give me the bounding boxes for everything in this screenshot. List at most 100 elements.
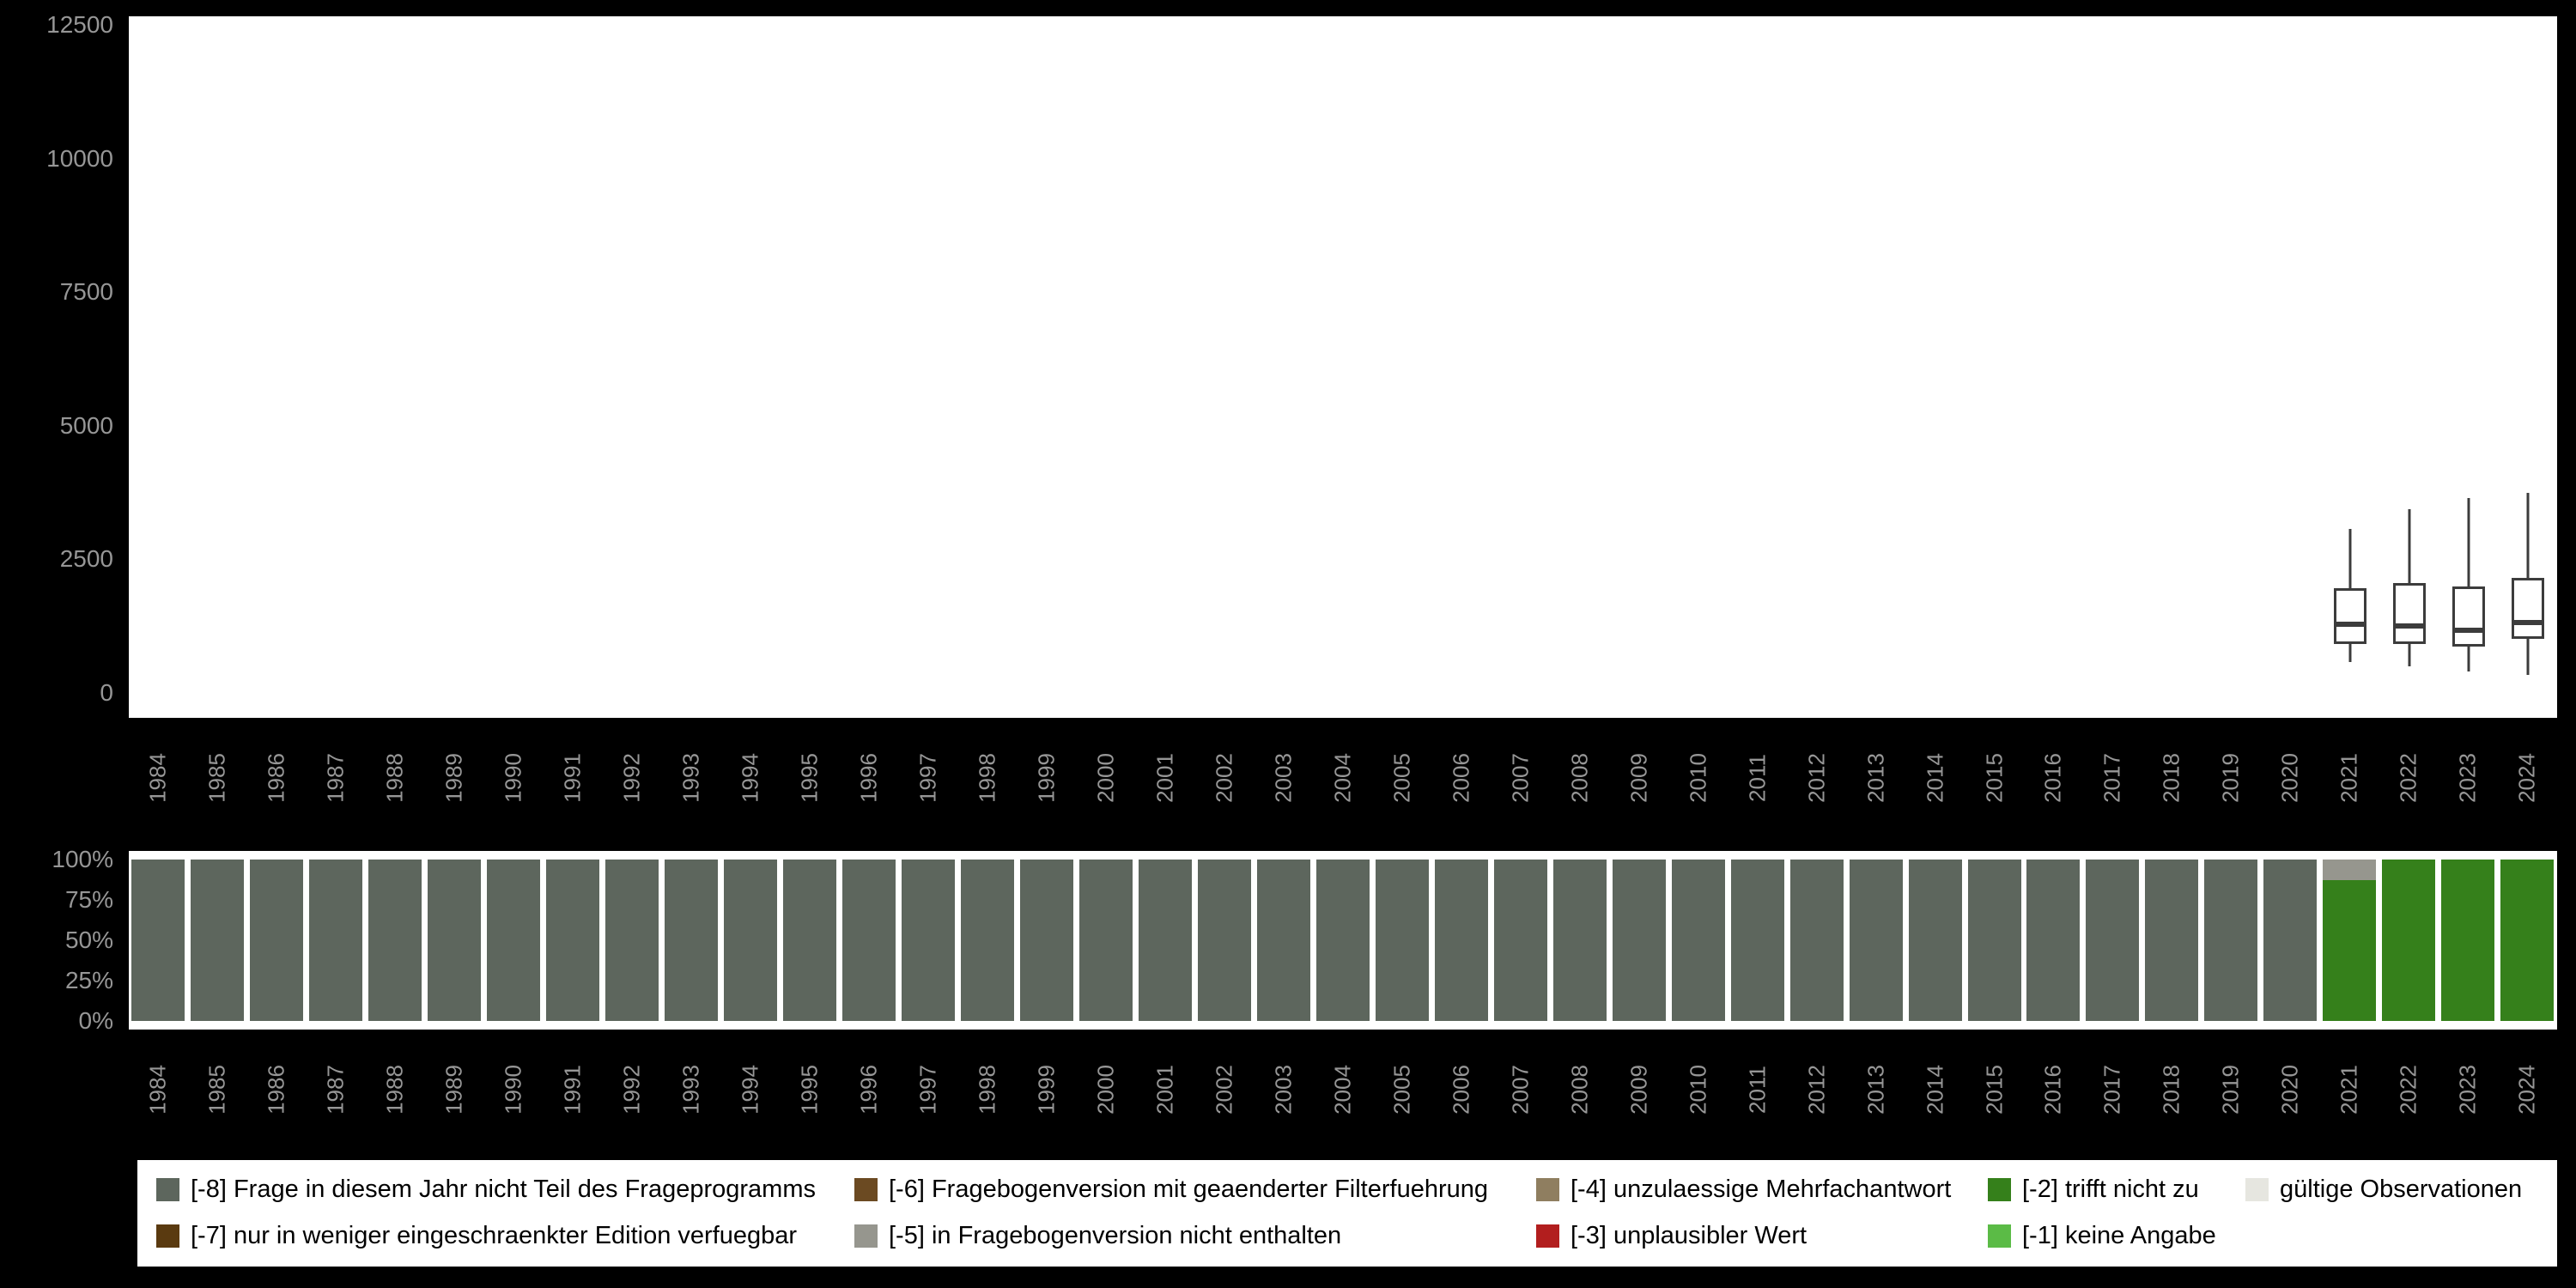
x-tick-label: 2024	[2513, 753, 2540, 803]
y-tick-label: 12500	[46, 11, 113, 38]
stacked-bar-2004	[1315, 860, 1370, 1021]
bar-segment--8	[665, 860, 719, 1021]
boxplot-box-2024	[2511, 578, 2544, 640]
x-tick-label: 2021	[2336, 753, 2362, 803]
bar-segment--8	[1493, 860, 1547, 1021]
bar-segment--8	[191, 860, 245, 1021]
x-tick-label: 2002	[1211, 1065, 1237, 1115]
x-tick-label: 1997	[914, 1065, 941, 1115]
stacked-bar-2020	[2263, 860, 2318, 1021]
stacked-bar-1989	[428, 860, 482, 1021]
bar-slot-1999	[1018, 860, 1077, 1021]
x-axis-slot: 2007	[1491, 726, 1550, 829]
x-tick-label: 1989	[440, 1065, 467, 1115]
legend-swatch--3	[1536, 1224, 1559, 1248]
x-tick-label: 2006	[1448, 1065, 1474, 1115]
x-tick-label: 2002	[1211, 753, 1237, 803]
stacked-bar-2003	[1256, 860, 1310, 1021]
x-axis-slot: 1989	[425, 726, 484, 829]
stacked-bar-2002	[1197, 860, 1251, 1021]
stacked-bar-2017	[2086, 860, 2140, 1021]
legend-label--5: [-5] in Fragebogenversion nicht enthalte…	[889, 1221, 1342, 1249]
stacked-bar-2016	[2026, 860, 2081, 1021]
x-tick-label: 2021	[2336, 1065, 2362, 1115]
bar-slot-2018	[2142, 860, 2202, 1021]
bar-segment--8	[2145, 860, 2199, 1021]
bar-slot-2000	[1077, 860, 1136, 1021]
x-axis-slot: 1989	[425, 1038, 484, 1141]
legend-item--4: [-4] unzulaessige Mehrfachantwort	[1536, 1174, 1951, 1205]
y-tick-label: 25%	[64, 967, 113, 993]
legend-item--2: [-2] trifft nicht zu	[1988, 1174, 2199, 1205]
bar-slot-2006	[1431, 860, 1491, 1021]
x-tick-label: 2009	[1625, 1065, 1652, 1115]
bar-segment--2	[2323, 880, 2377, 1021]
x-axis-slot: 1998	[958, 1038, 1018, 1141]
x-axis-slot: 1992	[603, 726, 662, 829]
x-axis-slot: 1999	[1018, 1038, 1077, 1141]
x-axis-slot: 2011	[1728, 1038, 1787, 1141]
x-tick-label: 2014	[1922, 1065, 1948, 1115]
stacked-bar-x-axis: 1984 1985 1986 1987 1988 1989 1990 1991 1992 1993…	[129, 1038, 2557, 1141]
stacked-bar-2009	[1612, 860, 1666, 1021]
x-tick-label: 2004	[1329, 753, 1356, 803]
stacked-bar-1988	[368, 860, 422, 1021]
legend: [-8] Frage in diesem Jahr nicht Teil des…	[137, 1160, 2557, 1267]
x-tick-label: 2001	[1151, 1065, 1178, 1115]
x-axis-slot: 2002	[1194, 1038, 1254, 1141]
bar-segment--8	[1612, 860, 1666, 1021]
x-tick-label: 1986	[263, 753, 289, 803]
bar-segment--8	[546, 860, 600, 1021]
y-tick-label: 0%	[78, 1007, 113, 1034]
bar-slot-2010	[1668, 860, 1728, 1021]
x-axis-slot: 1999	[1018, 726, 1077, 829]
x-tick-label: 1993	[677, 753, 704, 803]
bar-slot-2002	[1194, 860, 1254, 1021]
bar-slot-2004	[1313, 860, 1372, 1021]
x-axis-slot: 1994	[721, 726, 781, 829]
bar-segment--8	[724, 860, 778, 1021]
x-axis-slot: 1993	[662, 726, 721, 829]
x-axis-slot: 2012	[1787, 1038, 1846, 1141]
x-axis-slot: 2006	[1431, 1038, 1491, 1141]
x-axis-slot: 2016	[2024, 1038, 2083, 1141]
bar-segment--8	[1138, 860, 1192, 1021]
legend-item--3: [-3] unplausibler Wert	[1536, 1220, 1807, 1251]
bar-segment--8	[1967, 860, 2021, 1021]
x-tick-label: 1989	[440, 753, 467, 803]
x-axis-slot: 2013	[1846, 726, 1905, 829]
x-tick-label: 1994	[737, 1065, 763, 1115]
x-tick-label: 1991	[559, 753, 586, 803]
x-tick-label: 1990	[500, 1065, 526, 1115]
x-tick-label: 2012	[1803, 1065, 1830, 1115]
stacked-bar-1986	[250, 860, 304, 1021]
stacked-bar-1987	[309, 860, 363, 1021]
x-axis-slot: 1986	[247, 726, 307, 829]
x-axis-slot: 1987	[307, 726, 366, 829]
stacked-bar-2018	[2145, 860, 2199, 1021]
bar-slot-2011	[1728, 860, 1787, 1021]
x-axis-slot: 2019	[2202, 726, 2261, 829]
x-tick-label: 1985	[204, 753, 230, 803]
x-tick-label: 2000	[1092, 1065, 1119, 1115]
bar-slot-2019	[2202, 860, 2261, 1021]
x-axis-slot: 2008	[1550, 1038, 1609, 1141]
x-tick-label: 2004	[1329, 1065, 1356, 1115]
legend-label--6: [-6] Fragebogenversion mit geaenderter F…	[889, 1175, 1488, 1203]
x-axis-slot: 2017	[2083, 1038, 2142, 1141]
x-tick-label: 2023	[2454, 753, 2481, 803]
x-tick-label: 2016	[2039, 753, 2066, 803]
x-tick-label: 1995	[796, 1065, 823, 1115]
bar-slot-1986	[247, 860, 307, 1021]
x-tick-label: 2009	[1625, 753, 1652, 803]
legend-swatch--1	[1988, 1224, 2011, 1248]
y-tick-label: 75%	[64, 886, 113, 913]
bar-segment--8	[1552, 860, 1607, 1021]
bar-slot-2015	[1965, 860, 2024, 1021]
bar-slot-1990	[484, 860, 544, 1021]
x-axis-slot: 2018	[2142, 726, 2202, 829]
x-tick-label: 2015	[1981, 1065, 2008, 1115]
stacked-bar-2021	[2323, 860, 2377, 1021]
x-tick-label: 2017	[2099, 753, 2125, 803]
x-tick-label: 2006	[1448, 753, 1474, 803]
